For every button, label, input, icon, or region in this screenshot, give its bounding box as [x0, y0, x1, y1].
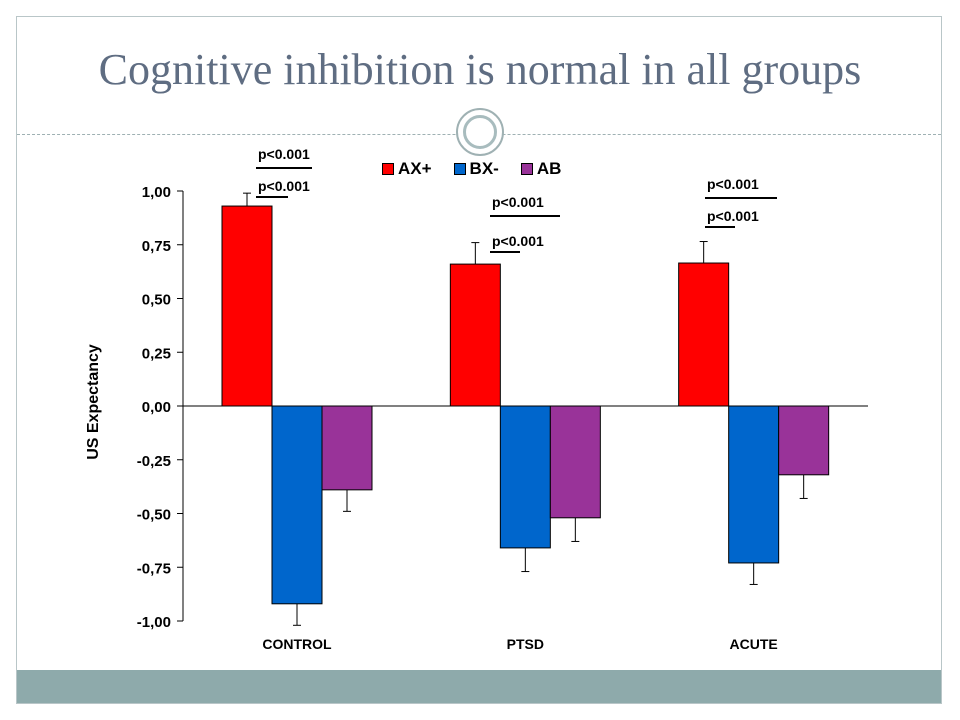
x-tick-label: PTSD: [507, 636, 544, 652]
footer-bar: [17, 670, 941, 703]
bar-control-bx: [271, 405, 323, 605]
bar-acute-bx: [728, 405, 780, 564]
bar-ptsd-ab: [549, 405, 601, 519]
y-tick-label: -0,50: [137, 507, 171, 524]
legend-item-ab: AB: [520, 159, 562, 179]
legend-swatch-ax: [382, 163, 394, 175]
legend-swatch-bx: [453, 163, 466, 175]
bar-acute-ab: [778, 405, 830, 476]
bar-acute-ax: [678, 262, 730, 407]
chart-legend: AX+ BX- AB: [382, 158, 583, 180]
legend-label-ab: AB: [536, 159, 562, 178]
legend-swatch-ab: [520, 163, 533, 175]
legend-label-ax: AX+: [398, 159, 432, 178]
circle-ornament-icon: [456, 108, 504, 156]
significance-label: p<0.001: [492, 233, 544, 249]
y-tick-label: -0,75: [137, 560, 171, 577]
y-tick-label: 1,00: [142, 184, 171, 201]
x-tick-label: ACUTE: [730, 636, 778, 652]
bar-ptsd-ax: [449, 263, 501, 407]
significance-label: p<0.001: [707, 208, 759, 224]
bar-ptsd-bx: [499, 405, 551, 549]
legend-label-bx: BX-: [469, 159, 499, 178]
y-tick-label: -1,00: [137, 614, 171, 631]
y-tick-label: 0,75: [142, 238, 171, 255]
significance-label: p<0.001: [492, 194, 544, 210]
bar-control-ab: [321, 405, 373, 491]
significance-label: p<0.001: [258, 178, 310, 194]
y-tick-label: 0,00: [142, 399, 171, 416]
y-tick-label: 0,25: [142, 345, 171, 362]
significance-label: p<0.001: [258, 146, 310, 162]
legend-item-ax: AX+: [382, 159, 432, 179]
y-axis-label: US Expectancy: [85, 344, 102, 460]
bar-control-ax: [221, 205, 273, 407]
significance-label: p<0.001: [707, 176, 759, 192]
x-tick-label: CONTROL: [262, 636, 332, 652]
y-tick-label: 0,50: [142, 292, 171, 309]
y-tick-label: -0,25: [137, 453, 171, 470]
legend-item-bx: BX-: [453, 159, 499, 179]
slide-title: Cognitive inhibition is normal in all gr…: [98, 45, 862, 94]
slide-frame: [16, 16, 942, 704]
